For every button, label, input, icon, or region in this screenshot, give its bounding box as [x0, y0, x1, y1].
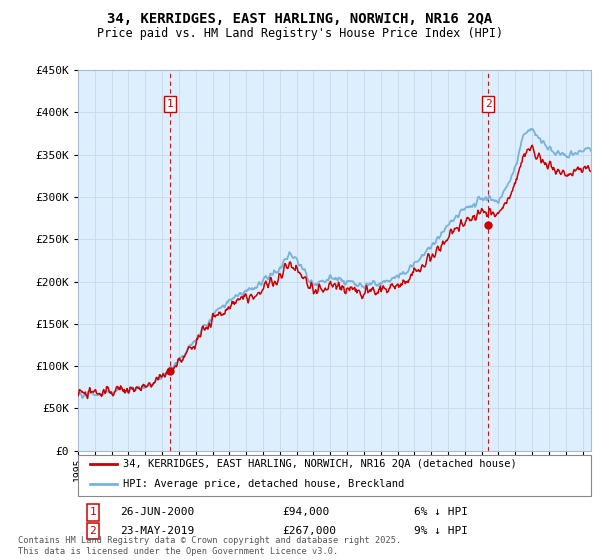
Text: Contains HM Land Registry data © Crown copyright and database right 2025.
This d: Contains HM Land Registry data © Crown c…	[18, 536, 401, 556]
Text: £267,000: £267,000	[282, 526, 336, 536]
Text: 6% ↓ HPI: 6% ↓ HPI	[414, 507, 468, 517]
Text: 23-MAY-2019: 23-MAY-2019	[120, 526, 194, 536]
Text: 2: 2	[89, 526, 97, 536]
Text: 2: 2	[485, 99, 491, 109]
Text: HPI: Average price, detached house, Breckland: HPI: Average price, detached house, Brec…	[123, 479, 404, 489]
Text: £94,000: £94,000	[282, 507, 329, 517]
Text: 1: 1	[167, 99, 174, 109]
Text: 26-JUN-2000: 26-JUN-2000	[120, 507, 194, 517]
Text: 34, KERRIDGES, EAST HARLING, NORWICH, NR16 2QA (detached house): 34, KERRIDGES, EAST HARLING, NORWICH, NR…	[123, 459, 517, 469]
Text: 9% ↓ HPI: 9% ↓ HPI	[414, 526, 468, 536]
Text: 34, KERRIDGES, EAST HARLING, NORWICH, NR16 2QA: 34, KERRIDGES, EAST HARLING, NORWICH, NR…	[107, 12, 493, 26]
Text: Price paid vs. HM Land Registry's House Price Index (HPI): Price paid vs. HM Land Registry's House …	[97, 27, 503, 40]
Text: 1: 1	[89, 507, 97, 517]
